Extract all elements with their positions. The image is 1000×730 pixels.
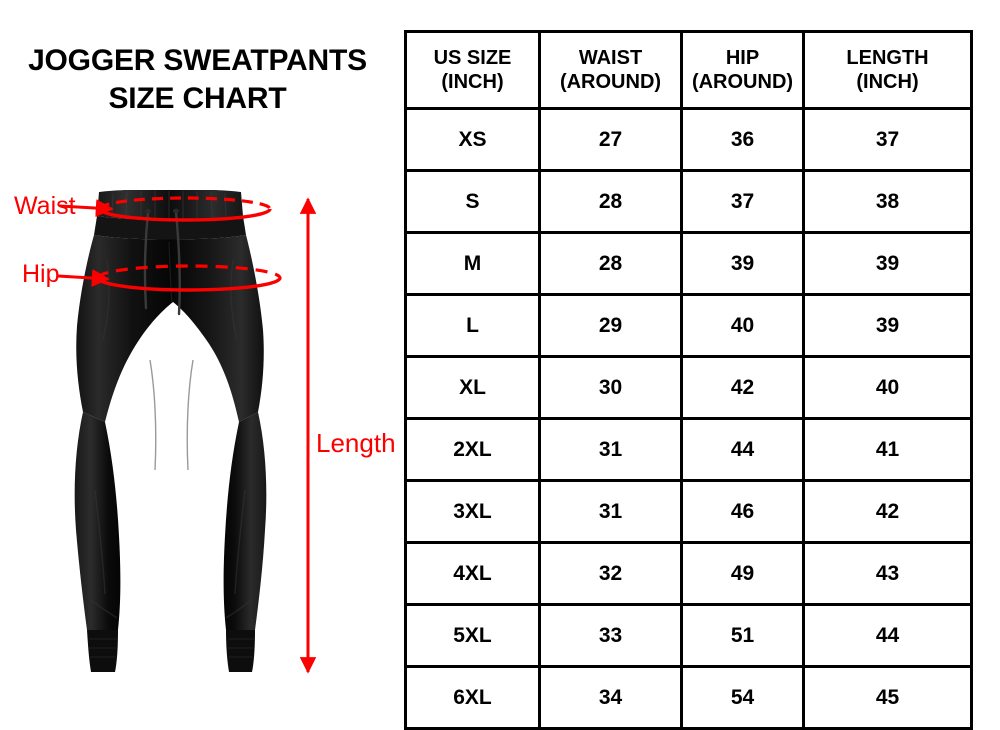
header-hip-line2: (AROUND) [691,71,794,93]
cell-size: XS [404,107,541,172]
cell-waist: 27 [538,107,683,172]
cell-hip: 39 [680,231,805,296]
cell-length: 38 [802,169,973,234]
header-length-line2: (INCH) [856,71,919,93]
header-length: LENGTH (INCH) [802,30,973,110]
cell-length: 37 [802,107,973,172]
header-waist-line2: (AROUND) [559,71,662,93]
cell-size: 6XL [404,665,541,730]
right-cuff-ribs [228,638,254,658]
cell-hip: 44 [680,417,805,482]
table-row: 6XL 34 54 45 [404,665,973,730]
cell-waist: 31 [538,479,683,544]
cell-waist: 31 [538,417,683,482]
cell-size: S [404,169,541,234]
right-leg [223,412,267,630]
cell-hip: 54 [680,665,805,730]
cell-size: 5XL [404,603,541,668]
waist-label: Waist [14,192,76,220]
cell-waist: 30 [538,355,683,420]
table-row: XL 30 42 40 [404,355,973,420]
cell-hip: 49 [680,541,805,606]
table-body: XS 27 36 37 S 28 37 38 M 28 39 39 L 29 4… [404,107,973,730]
cell-size: XL [404,355,541,420]
header-hip: HIP (AROUND) [680,30,805,110]
cell-hip: 40 [680,293,805,358]
header-row: US SIZE (INCH) WAIST (AROUND) HIP (AROUN… [404,30,973,110]
header-waist: WAIST (AROUND) [538,30,683,110]
table-row: 2XL 31 44 41 [404,417,973,482]
header-hip-line1: HIP [725,47,760,69]
header-waist-line1: WAIST [578,47,643,69]
cell-waist: 32 [538,541,683,606]
cell-size: 2XL [404,417,541,482]
left-cuff [87,630,118,672]
cell-length: 42 [802,479,973,544]
waistband-lower [94,216,246,240]
cell-hip: 42 [680,355,805,420]
cell-waist: 29 [538,293,683,358]
cell-length: 45 [802,665,973,730]
cell-hip: 37 [680,169,805,234]
table-row: S 28 37 38 [404,169,973,234]
cell-length: 44 [802,603,973,668]
cell-length: 39 [802,293,973,358]
cell-waist: 34 [538,665,683,730]
table-row: M 28 39 39 [404,231,973,296]
cell-size: L [404,293,541,358]
jogger-sweatpants-illustration [55,190,285,682]
cell-waist: 28 [538,231,683,296]
table-row: 5XL 33 51 44 [404,603,973,668]
cell-hip: 46 [680,479,805,544]
cell-length: 41 [802,417,973,482]
table-row: 3XL 31 46 42 [404,479,973,544]
cell-size: 3XL [404,479,541,544]
cell-size: 4XL [404,541,541,606]
cell-waist: 33 [538,603,683,668]
header-us-size: US SIZE (INCH) [404,30,541,110]
cell-length: 43 [802,541,973,606]
table-row: 4XL 32 49 43 [404,541,973,606]
title-line-1: JOGGER SWEATPANTS [28,44,367,77]
left-cuff-ribs [89,638,117,658]
size-chart-table: US SIZE (INCH) WAIST (AROUND) HIP (AROUN… [404,30,973,730]
cell-length: 39 [802,231,973,296]
cell-size: M [404,231,541,296]
cell-waist: 28 [538,169,683,234]
right-cuff [226,630,255,672]
title-line-2: SIZE CHART [108,81,287,115]
table-header: US SIZE (INCH) WAIST (AROUND) HIP (AROUN… [404,30,973,110]
left-leg [74,412,121,630]
cell-length: 40 [802,355,973,420]
cell-hip: 51 [680,603,805,668]
illustration-panel: JOGGER SWEATPANTS SIZE CHART [0,0,400,705]
cell-hip: 36 [680,107,805,172]
length-label: Length [316,428,396,458]
table-row: L 29 40 39 [404,293,973,358]
header-us-size-line2: (INCH) [441,71,504,93]
header-length-line1: LENGTH [846,47,929,69]
table-row: XS 27 36 37 [404,107,973,172]
waistband [97,190,243,220]
page-title: JOGGER SWEATPANTS SIZE CHART [0,42,395,117]
size-chart-table-wrapper: US SIZE (INCH) WAIST (AROUND) HIP (AROUN… [404,30,973,730]
header-us-size-line1: US SIZE [433,47,512,69]
hip-label: Hip [22,260,60,288]
